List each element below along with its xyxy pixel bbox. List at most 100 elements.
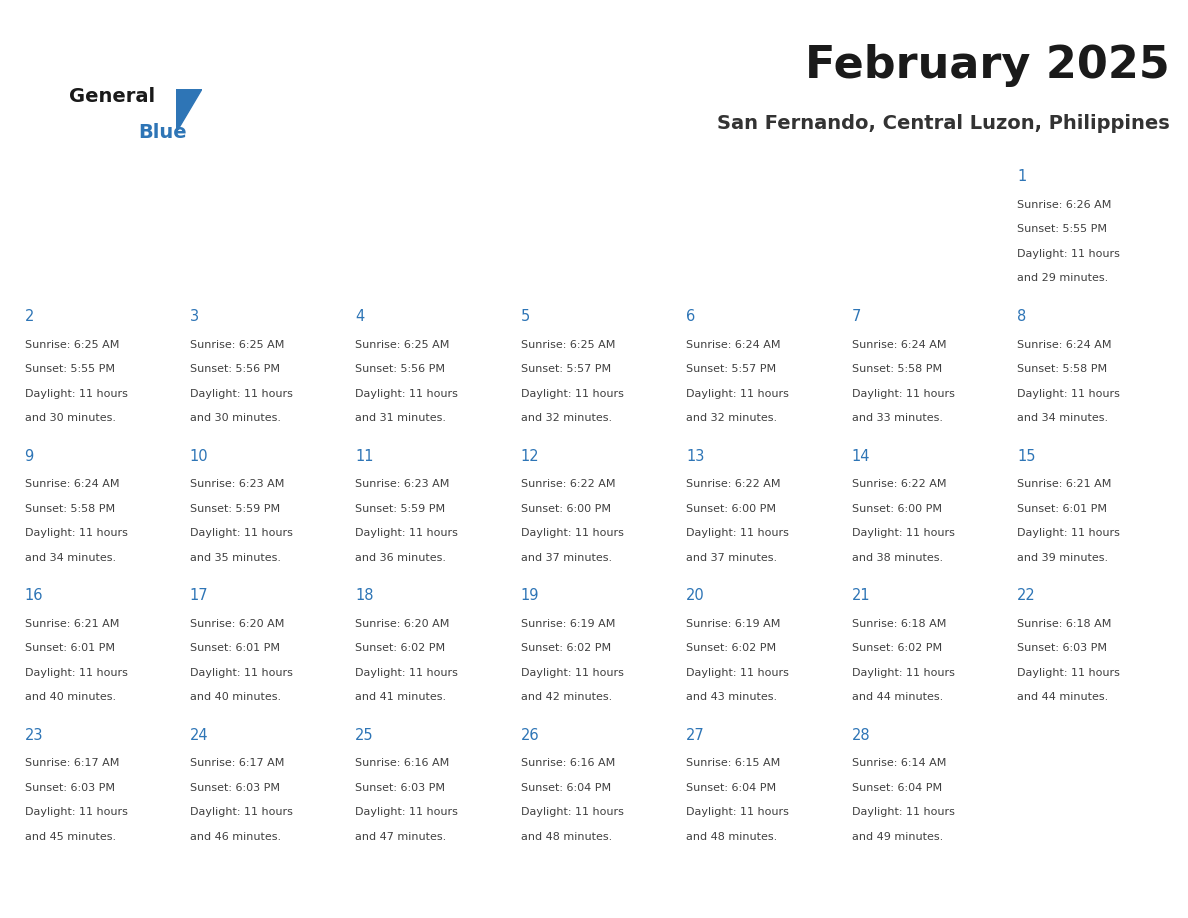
Text: Wednesday: Wednesday <box>546 135 642 150</box>
Text: Sunday: Sunday <box>68 135 128 150</box>
Text: Daylight: 11 hours: Daylight: 11 hours <box>520 667 624 677</box>
Text: General: General <box>69 86 154 106</box>
Text: San Fernando, Central Luzon, Philippines: San Fernando, Central Luzon, Philippines <box>718 114 1170 133</box>
Text: 6: 6 <box>687 309 695 324</box>
Text: Sunset: 5:59 PM: Sunset: 5:59 PM <box>355 504 446 514</box>
Text: 20: 20 <box>687 588 704 603</box>
Polygon shape <box>176 89 202 133</box>
Text: 7: 7 <box>852 309 861 324</box>
Text: Daylight: 11 hours: Daylight: 11 hours <box>25 388 127 398</box>
Text: and 49 minutes.: and 49 minutes. <box>852 832 943 842</box>
Text: Sunrise: 6:25 AM: Sunrise: 6:25 AM <box>520 340 615 350</box>
Text: and 30 minutes.: and 30 minutes. <box>25 413 115 423</box>
Text: Sunset: 5:58 PM: Sunset: 5:58 PM <box>25 504 114 514</box>
Text: and 29 minutes.: and 29 minutes. <box>1017 274 1108 284</box>
Text: Sunset: 6:03 PM: Sunset: 6:03 PM <box>25 783 114 793</box>
Text: Daylight: 11 hours: Daylight: 11 hours <box>687 388 789 398</box>
Text: Sunset: 6:02 PM: Sunset: 6:02 PM <box>852 644 942 654</box>
Text: Sunrise: 6:22 AM: Sunrise: 6:22 AM <box>687 479 781 489</box>
Text: 14: 14 <box>852 449 870 464</box>
Text: Sunrise: 6:16 AM: Sunrise: 6:16 AM <box>520 758 615 768</box>
Text: 19: 19 <box>520 588 539 603</box>
Text: Sunrise: 6:21 AM: Sunrise: 6:21 AM <box>25 619 119 629</box>
Text: Sunset: 6:03 PM: Sunset: 6:03 PM <box>190 783 280 793</box>
Text: and 44 minutes.: and 44 minutes. <box>1017 692 1108 702</box>
Text: and 45 minutes.: and 45 minutes. <box>25 832 115 842</box>
Text: Daylight: 11 hours: Daylight: 11 hours <box>355 388 459 398</box>
Text: 27: 27 <box>687 728 704 743</box>
Text: 26: 26 <box>520 728 539 743</box>
Text: Sunset: 6:02 PM: Sunset: 6:02 PM <box>520 644 611 654</box>
Text: Sunrise: 6:24 AM: Sunrise: 6:24 AM <box>687 340 781 350</box>
Text: Sunrise: 6:25 AM: Sunrise: 6:25 AM <box>25 340 119 350</box>
Text: and 39 minutes.: and 39 minutes. <box>1017 553 1108 563</box>
Text: Sunrise: 6:25 AM: Sunrise: 6:25 AM <box>190 340 284 350</box>
Text: Monday: Monday <box>230 135 296 150</box>
Text: and 37 minutes.: and 37 minutes. <box>687 553 777 563</box>
Text: Daylight: 11 hours: Daylight: 11 hours <box>190 807 292 817</box>
Text: 18: 18 <box>355 588 374 603</box>
Text: Daylight: 11 hours: Daylight: 11 hours <box>852 528 954 538</box>
Text: 13: 13 <box>687 449 704 464</box>
Text: Daylight: 11 hours: Daylight: 11 hours <box>190 388 292 398</box>
Text: and 37 minutes.: and 37 minutes. <box>520 553 612 563</box>
Text: Daylight: 11 hours: Daylight: 11 hours <box>190 667 292 677</box>
Text: 24: 24 <box>190 728 209 743</box>
Text: 10: 10 <box>190 449 209 464</box>
Text: Sunset: 6:03 PM: Sunset: 6:03 PM <box>1017 644 1107 654</box>
Text: Sunrise: 6:18 AM: Sunrise: 6:18 AM <box>1017 619 1112 629</box>
Text: Daylight: 11 hours: Daylight: 11 hours <box>520 807 624 817</box>
Text: Sunset: 5:57 PM: Sunset: 5:57 PM <box>687 364 776 375</box>
Text: Sunset: 6:02 PM: Sunset: 6:02 PM <box>355 644 446 654</box>
Text: Sunrise: 6:24 AM: Sunrise: 6:24 AM <box>25 479 119 489</box>
Text: 16: 16 <box>25 588 43 603</box>
Text: 11: 11 <box>355 449 374 464</box>
Text: Sunset: 6:04 PM: Sunset: 6:04 PM <box>687 783 776 793</box>
Text: Sunset: 5:57 PM: Sunset: 5:57 PM <box>520 364 611 375</box>
Text: Sunset: 5:56 PM: Sunset: 5:56 PM <box>190 364 280 375</box>
Text: Sunset: 6:00 PM: Sunset: 6:00 PM <box>687 504 776 514</box>
Text: Sunrise: 6:22 AM: Sunrise: 6:22 AM <box>852 479 946 489</box>
Text: 8: 8 <box>1017 309 1026 324</box>
Text: 4: 4 <box>355 309 365 324</box>
Text: Sunrise: 6:17 AM: Sunrise: 6:17 AM <box>25 758 119 768</box>
Text: 17: 17 <box>190 588 209 603</box>
Text: Sunrise: 6:24 AM: Sunrise: 6:24 AM <box>1017 340 1112 350</box>
Text: 12: 12 <box>520 449 539 464</box>
Text: Daylight: 11 hours: Daylight: 11 hours <box>687 528 789 538</box>
Text: and 35 minutes.: and 35 minutes. <box>190 553 280 563</box>
Text: and 47 minutes.: and 47 minutes. <box>355 832 447 842</box>
Text: Sunrise: 6:25 AM: Sunrise: 6:25 AM <box>355 340 450 350</box>
Text: Daylight: 11 hours: Daylight: 11 hours <box>852 667 954 677</box>
Text: and 41 minutes.: and 41 minutes. <box>355 692 447 702</box>
Text: Sunset: 6:01 PM: Sunset: 6:01 PM <box>190 644 280 654</box>
Text: Friday: Friday <box>899 135 950 150</box>
Text: and 40 minutes.: and 40 minutes. <box>190 692 282 702</box>
Text: Daylight: 11 hours: Daylight: 11 hours <box>355 528 459 538</box>
Text: Sunrise: 6:18 AM: Sunrise: 6:18 AM <box>852 619 946 629</box>
Text: Sunset: 5:59 PM: Sunset: 5:59 PM <box>190 504 280 514</box>
Text: Daylight: 11 hours: Daylight: 11 hours <box>1017 249 1120 259</box>
Text: Sunset: 6:04 PM: Sunset: 6:04 PM <box>852 783 942 793</box>
Text: February 2025: February 2025 <box>805 44 1170 87</box>
Text: and 44 minutes.: and 44 minutes. <box>852 692 943 702</box>
Text: Sunrise: 6:22 AM: Sunrise: 6:22 AM <box>520 479 615 489</box>
Text: Daylight: 11 hours: Daylight: 11 hours <box>355 667 459 677</box>
Text: and 38 minutes.: and 38 minutes. <box>852 553 943 563</box>
Text: Sunrise: 6:17 AM: Sunrise: 6:17 AM <box>190 758 284 768</box>
Text: Saturday: Saturday <box>1053 135 1127 150</box>
Text: and 34 minutes.: and 34 minutes. <box>1017 413 1108 423</box>
Text: 21: 21 <box>852 588 871 603</box>
Text: Sunset: 6:01 PM: Sunset: 6:01 PM <box>1017 504 1107 514</box>
Text: Sunset: 6:00 PM: Sunset: 6:00 PM <box>520 504 611 514</box>
Text: and 31 minutes.: and 31 minutes. <box>355 413 447 423</box>
Text: Sunrise: 6:19 AM: Sunrise: 6:19 AM <box>520 619 615 629</box>
Text: Sunrise: 6:16 AM: Sunrise: 6:16 AM <box>355 758 449 768</box>
Text: Sunset: 5:58 PM: Sunset: 5:58 PM <box>1017 364 1107 375</box>
Text: Sunrise: 6:14 AM: Sunrise: 6:14 AM <box>852 758 946 768</box>
Text: 5: 5 <box>520 309 530 324</box>
Text: Sunrise: 6:21 AM: Sunrise: 6:21 AM <box>1017 479 1112 489</box>
Text: 1: 1 <box>1017 169 1026 185</box>
Text: and 48 minutes.: and 48 minutes. <box>687 832 777 842</box>
Text: Daylight: 11 hours: Daylight: 11 hours <box>25 807 127 817</box>
